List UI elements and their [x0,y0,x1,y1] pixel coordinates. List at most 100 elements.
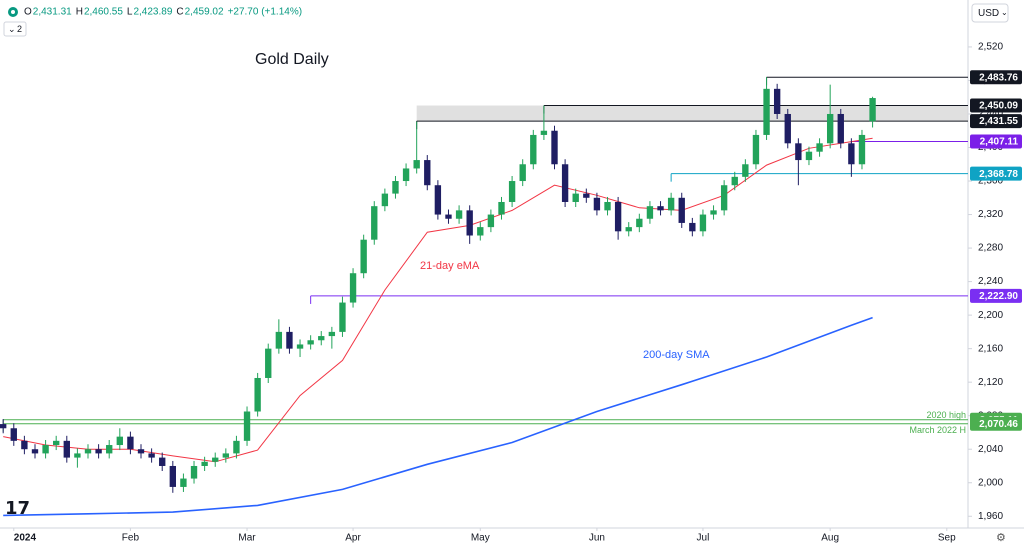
candle-body [487,214,495,228]
candle-body [773,88,781,114]
level-label-box [970,70,1022,85]
candle-body [636,218,643,228]
band-layer [416,105,969,122]
candle-body [572,193,579,202]
candle-body [720,185,728,211]
candle-body [424,160,431,186]
candle-body [148,453,155,458]
candle-body [307,340,314,345]
logo: 𝟭𝟳 [5,498,30,518]
level-note: March 2022 H [909,425,966,435]
x-tick-label: Sep [938,533,956,544]
candle-body [42,445,49,454]
candle-body [519,164,526,182]
candle-body [21,440,28,450]
candle-body [646,206,654,219]
interval-box[interactable] [3,21,27,37]
candle-body [0,424,7,429]
candle-body [689,222,696,232]
candle-body [180,478,187,487]
candle-body [498,201,505,215]
currency: USD [978,8,999,19]
candle-body [477,227,484,236]
candle-body [593,197,601,211]
candle-body [339,302,346,332]
level-label: 2,431.55 [979,116,1018,127]
candle-body [392,181,399,194]
y-tick-label: 1,960 [978,511,1003,522]
candle-body [137,449,145,454]
level-label: 2,483.76 [979,72,1018,83]
candle-body [604,201,611,211]
x-tick-label: Apr [345,533,361,544]
level-label: 2,407.11 [980,137,1019,148]
candle-body [508,181,516,202]
candle-body [381,193,389,207]
candle-body [360,239,367,274]
candle-body [106,445,113,454]
candle-body [795,143,802,161]
candle-body [848,143,855,165]
candle-body [667,197,675,211]
candle-body [222,453,230,458]
header-value: 2,459.02 [185,7,224,18]
candle-body [455,210,463,219]
candle-body [31,449,39,454]
candle-body [328,331,336,337]
header-value: 2,460.55 [84,7,123,18]
level-label-box [970,166,1022,181]
candle-body [275,331,283,349]
interval-badge: 2 [17,24,22,34]
candle-body [201,461,208,466]
candle-body [858,134,866,165]
candle-body [614,201,622,232]
x-tick-label: Jun [589,533,605,544]
header-key: H [76,7,83,18]
candle-body [742,164,749,177]
level-label-box [970,416,1022,431]
header-value: 2,431.31 [33,7,72,18]
candle-body [349,273,357,303]
settings-icon[interactable]: ⚙ [996,532,1006,544]
candle-body [74,453,81,458]
x-tick-label: 2024 [14,533,37,544]
y-tick-label: 2,000 [978,477,1003,488]
candle-body [561,164,569,202]
status-dot-inner [11,10,15,14]
x-tick-label: Aug [821,533,839,544]
candle-body [53,440,60,446]
currency-box[interactable] [971,3,1009,23]
candle-body [190,465,198,479]
y-tick-label: 2,520 [978,42,1003,53]
ema-label: 21-day eMA [420,260,480,272]
candle-body [530,134,537,165]
y-tick-label: 2,040 [978,444,1003,455]
candle-body [84,449,92,454]
candle-body [551,130,558,165]
candle-body [625,227,632,232]
candle-body [413,160,420,169]
level-label-box [970,134,1022,149]
zone [416,105,969,122]
candle-body [95,449,102,454]
header-change: +27.70 (+1.14%) [228,7,303,18]
y-tick-label: 2,320 [978,209,1003,220]
header-key: O [24,7,32,18]
level-label-box [970,288,1022,303]
level-label: 2,368.78 [979,169,1018,180]
candle-body [371,206,378,240]
candle-body [805,151,813,161]
candle-body [254,377,261,412]
candle-body [127,436,134,450]
candle-body [540,130,548,135]
level-label: 2,450.09 [979,101,1018,112]
candle-body [169,465,176,487]
currency-chevron: ⌄ [1001,8,1008,17]
chart-title: Gold Daily [255,51,329,68]
header-value: 2,423.89 [133,7,172,18]
candle-body [233,440,240,454]
header-key: L [127,7,133,18]
candle-body [466,210,473,236]
